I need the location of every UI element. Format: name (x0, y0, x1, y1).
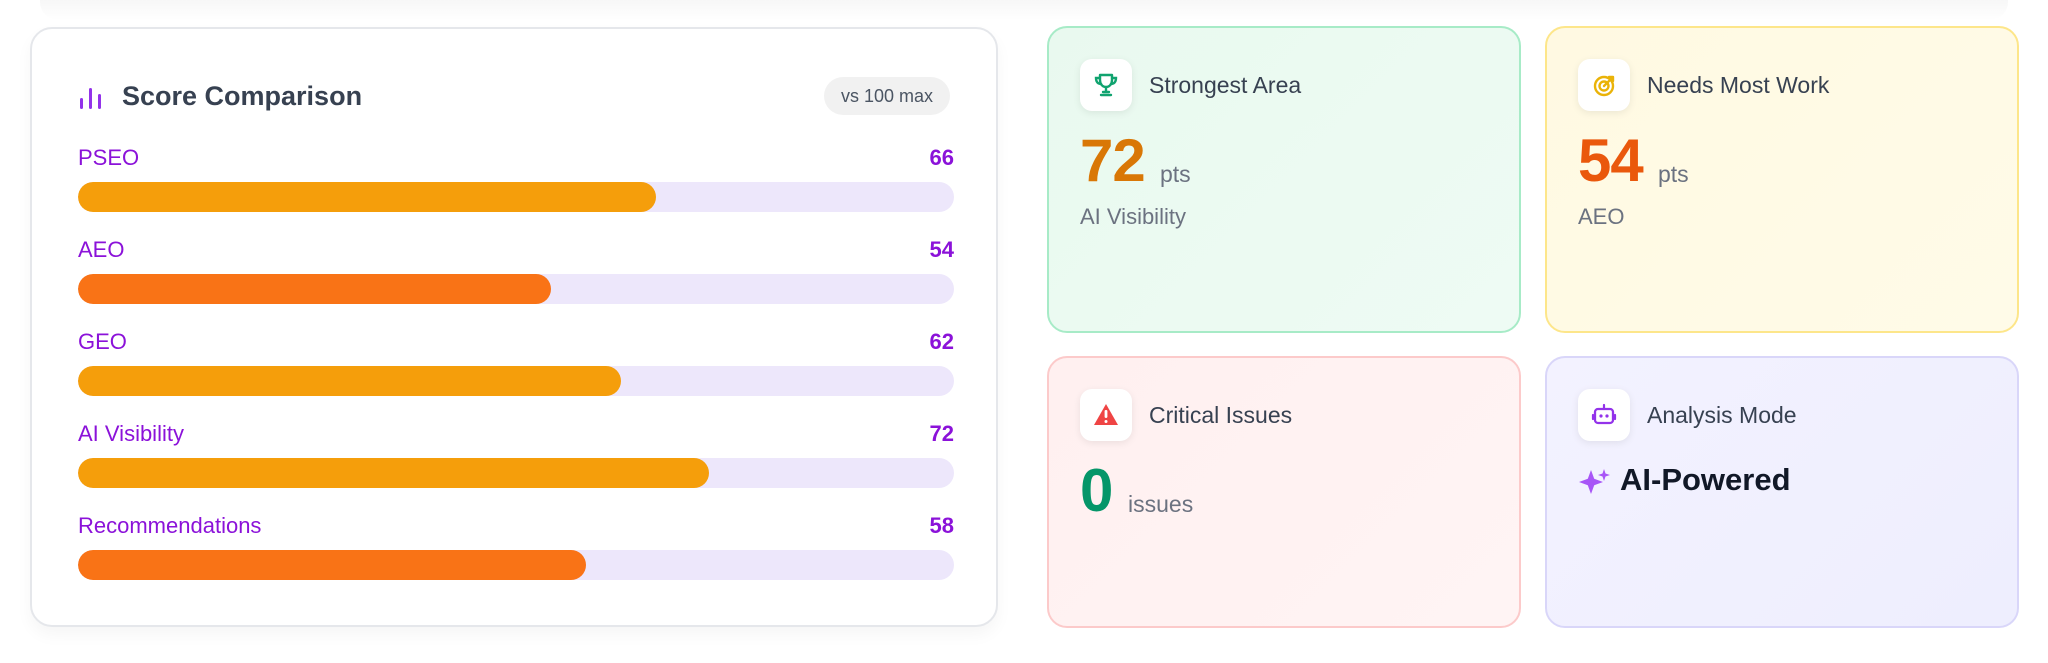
needs-most-work-score: 54 (1578, 127, 1644, 194)
needs-most-work-card: Needs Most Work 54 pts AEO (1545, 26, 2019, 333)
critical-issues-count: 0 (1080, 457, 1113, 524)
max-score-badge: vs 100 max (823, 77, 950, 115)
needs-most-work-label: AEO (1578, 204, 1625, 229)
target-icon-box (1578, 59, 1630, 111)
score-bar-track (78, 458, 954, 488)
metric-value: 54 (929, 237, 954, 262)
trophy-icon (1094, 73, 1118, 97)
metric-row-recommendations: Recommendations 58 (78, 513, 954, 583)
strongest-area-label: AI Visibility (1080, 204, 1186, 229)
score-bar-fill (78, 274, 552, 304)
score-bar-track (78, 366, 954, 396)
score-comparison-card: Score Comparison vs 100 max PSEO 66 AEO … (30, 27, 998, 627)
score-comparison-title: Score Comparison (122, 81, 363, 111)
critical-issues-unit: issues (1128, 491, 1194, 517)
metric-value: 72 (929, 421, 954, 446)
metric-label: Recommendations (78, 513, 262, 538)
metric-row-pseo: PSEO 66 (78, 145, 954, 215)
top-shadow-decoration (40, 0, 2008, 20)
score-comparison-header: Score Comparison vs 100 max (78, 77, 950, 117)
metric-value: 58 (929, 513, 954, 538)
score-bar-track (78, 550, 954, 580)
metric-value: 62 (929, 329, 954, 354)
robot-icon (1591, 403, 1617, 425)
metric-row-ai-visibility: AI Visibility 72 (78, 421, 954, 491)
score-bar-fill (78, 550, 587, 580)
trophy-icon-box (1080, 59, 1132, 111)
strongest-area-title: Strongest Area (1149, 72, 1302, 98)
sparkles-icon (1579, 469, 1610, 494)
score-bar-track (78, 182, 954, 212)
analysis-mode-value: AI-Powered (1620, 462, 1791, 497)
target-icon (1593, 75, 1615, 97)
analysis-mode-title: Analysis Mode (1647, 402, 1797, 428)
needs-most-work-title: Needs Most Work (1647, 72, 1830, 98)
strongest-area-score: 72 (1080, 127, 1146, 194)
analysis-mode-card: Analysis Mode AI-Powered (1545, 356, 2019, 628)
metric-row-geo: GEO 62 (78, 329, 954, 399)
warning-icon (1094, 404, 1118, 425)
metric-value: 66 (929, 145, 954, 170)
score-bar-fill (78, 458, 709, 488)
metric-label: AI Visibility (78, 421, 184, 446)
score-bar-fill (78, 182, 657, 212)
strongest-area-card: Strongest Area 72 pts AI Visibility (1047, 26, 1521, 333)
metric-label: PSEO (78, 145, 140, 170)
score-bar-track (78, 274, 954, 304)
bar-chart-icon (80, 88, 101, 109)
warning-icon-box (1080, 389, 1132, 441)
score-bar-fill (78, 366, 622, 396)
robot-icon-box (1578, 389, 1630, 441)
metric-label: AEO (78, 237, 125, 262)
metric-label: GEO (78, 329, 127, 354)
strongest-area-unit: pts (1160, 161, 1191, 187)
metric-row-aeo: AEO 54 (78, 237, 954, 307)
critical-issues-title: Critical Issues (1149, 402, 1293, 428)
critical-issues-card: Critical Issues 0 issues (1047, 356, 1521, 628)
needs-most-work-unit: pts (1658, 161, 1689, 187)
